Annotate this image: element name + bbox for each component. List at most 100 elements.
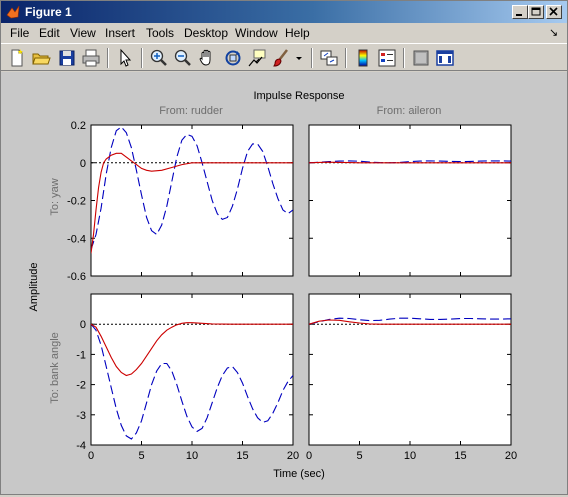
toolbar-separator <box>345 48 347 68</box>
axes-r1c0[interactable]: 0 5 10 15 20 0 -1 -2 -3 -4 <box>76 293 299 462</box>
x-tick-label: 10 <box>186 450 198 462</box>
x-tick-label: 0 <box>306 450 312 462</box>
minimize-icon <box>516 14 522 16</box>
zoom-in-button[interactable] <box>149 48 169 68</box>
toolbar-separator <box>311 48 313 68</box>
x-axis-label: Time (sec) <box>273 468 325 480</box>
open-loop-response-line[interactable] <box>91 323 293 440</box>
matlab-logo-icon <box>6 5 20 19</box>
menu-file[interactable]: File <box>10 26 30 40</box>
colorbar-icon <box>358 49 368 67</box>
pan-button[interactable] <box>197 48 217 68</box>
new-figure-button[interactable] <box>7 48 27 68</box>
axes-r0c1[interactable] <box>308 124 512 277</box>
open-loop-response-line[interactable] <box>91 126 293 250</box>
impulse-response-plot[interactable]: Impulse Response From: rudder From: aile… <box>1 72 567 494</box>
brush-dropdown-button[interactable] <box>293 48 305 68</box>
row-title-bank-angle: To: bank angle <box>49 332 61 404</box>
menu-desktop[interactable]: Desktop <box>184 26 229 40</box>
title-bar[interactable]: Figure 1 <box>1 1 567 23</box>
edit-plot-button[interactable] <box>115 48 135 68</box>
maximize-icon <box>531 7 541 16</box>
y-tick-label: 0 <box>80 319 86 331</box>
x-tick-label: 5 <box>356 450 362 462</box>
rotate-3d-button[interactable] <box>223 48 243 68</box>
closed-loop-response-line[interactable] <box>309 319 511 325</box>
legend-icon <box>378 49 396 67</box>
y-tick-label: 0 <box>80 158 86 170</box>
open-loop-response-line[interactable] <box>309 317 511 325</box>
toolbar-separator <box>403 48 405 68</box>
brush-icon <box>273 49 288 67</box>
zoom-in-icon <box>150 49 167 66</box>
toolbar-separator <box>107 48 109 68</box>
x-tick-label: 15 <box>236 450 248 462</box>
axes-box <box>308 124 512 277</box>
axes-r1c1[interactable]: 0 5 10 15 20 <box>306 293 517 462</box>
x-tick-label: 15 <box>454 450 466 462</box>
hide-plot-tools-button[interactable] <box>411 48 431 68</box>
axes-r0c0[interactable]: 0.2 0 -0.2 -0.4 -0.6 <box>67 120 294 283</box>
y-tick-label: 0.2 <box>71 120 86 132</box>
menu-view[interactable]: View <box>70 26 96 40</box>
y-tick-label: -0.6 <box>67 271 86 283</box>
column-title-aileron: From: aileron <box>377 105 442 117</box>
closed-loop-response-line[interactable] <box>91 322 293 377</box>
x-tick-label: 5 <box>138 450 144 462</box>
x-tick-label: 20 <box>287 450 299 462</box>
brush-button[interactable] <box>271 48 291 68</box>
closed-loop-response-line[interactable] <box>91 152 293 254</box>
rotate-3d-icon <box>225 50 241 66</box>
chart-title: Impulse Response <box>253 90 344 102</box>
show-plot-tools-icon <box>436 50 454 66</box>
y-tick-label: -0.2 <box>67 196 86 208</box>
save-button[interactable] <box>57 48 77 68</box>
insert-colorbar-button[interactable] <box>353 48 373 68</box>
axes-box <box>90 124 294 277</box>
print-button[interactable] <box>81 48 101 68</box>
axes-box <box>90 293 294 446</box>
closed-loop-response-line[interactable] <box>309 161 511 164</box>
data-cursor-icon <box>248 49 266 67</box>
save-icon <box>59 50 75 66</box>
link-plot-button[interactable] <box>319 48 339 68</box>
window-title: Figure 1 <box>25 5 72 19</box>
menu-tools[interactable]: Tools <box>146 26 175 40</box>
close-icon <box>549 7 558 16</box>
close-button[interactable] <box>546 5 562 19</box>
hide-plot-tools-icon <box>413 50 429 66</box>
menu-window[interactable]: Window <box>235 26 278 40</box>
toolbar-separator <box>141 48 143 68</box>
column-title-rudder: From: rudder <box>159 105 223 117</box>
maximize-button[interactable] <box>528 5 544 19</box>
open-file-button[interactable] <box>31 48 51 68</box>
x-tick-label: 20 <box>505 450 517 462</box>
y-tick-label: -1 <box>76 349 86 361</box>
menu-bar: File Edit View Insert Tools Desktop Wind… <box>1 23 567 43</box>
y-tick-label: -0.4 <box>67 233 86 245</box>
menu-help[interactable]: Help <box>285 26 310 40</box>
menu-edit[interactable]: Edit <box>39 26 60 40</box>
open-loop-response-line[interactable] <box>309 160 511 164</box>
new-figure-icon <box>11 49 23 67</box>
y-tick-label: -4 <box>76 440 86 452</box>
arrow-pointer-icon <box>120 48 132 67</box>
y-tick-label: -2 <box>76 380 86 392</box>
link-plot-icon <box>320 50 338 66</box>
minimize-button[interactable] <box>512 5 528 19</box>
chevron-down-icon <box>296 57 302 60</box>
show-plot-tools-button[interactable] <box>435 48 455 68</box>
print-icon <box>82 49 100 67</box>
x-tick-label: 10 <box>404 450 416 462</box>
dock-figure-button[interactable]: ↘ <box>549 27 559 39</box>
menu-insert[interactable]: Insert <box>105 26 136 40</box>
figure-canvas: Impulse Response From: rudder From: aile… <box>1 72 567 494</box>
zoom-out-button[interactable] <box>173 48 193 68</box>
x-tick-label: 0 <box>88 450 94 462</box>
open-file-icon <box>32 53 51 65</box>
zoom-out-icon <box>174 49 191 66</box>
data-cursor-button[interactable] <box>247 48 267 68</box>
axes-box <box>308 293 512 446</box>
insert-legend-button[interactable] <box>377 48 397 68</box>
